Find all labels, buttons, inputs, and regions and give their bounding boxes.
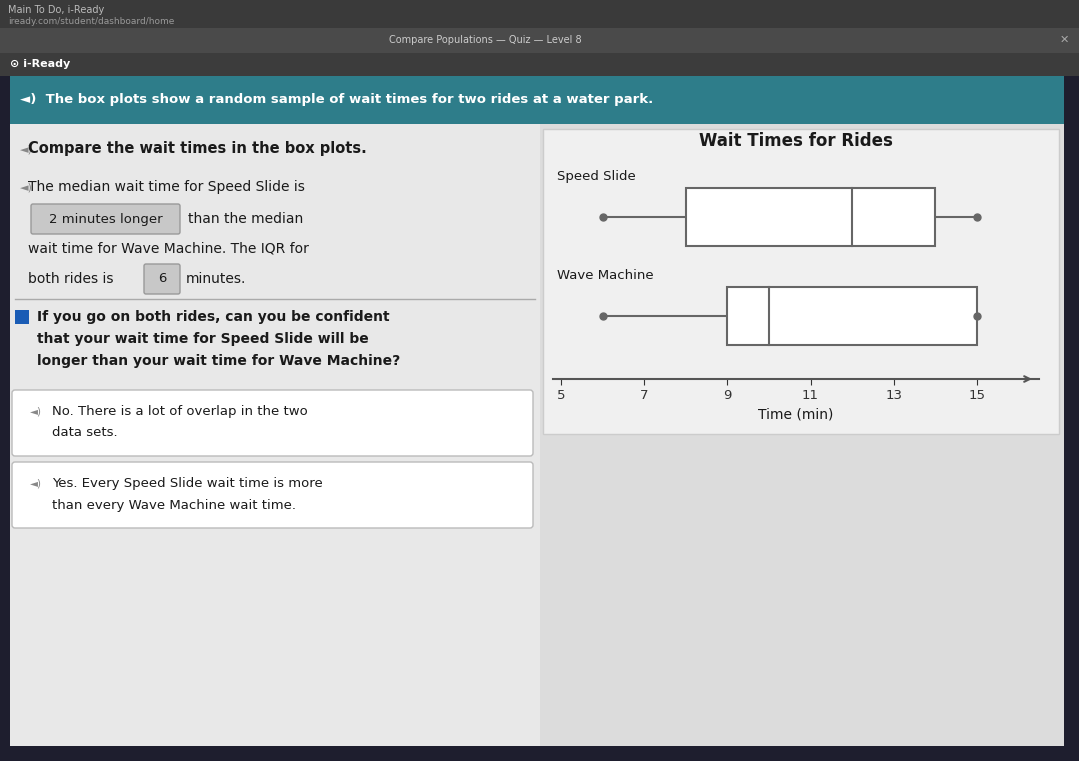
- Bar: [686, 188, 935, 247]
- FancyBboxPatch shape: [12, 390, 533, 456]
- Text: No. There is a lot of overlap in the two: No. There is a lot of overlap in the two: [52, 405, 308, 418]
- FancyBboxPatch shape: [12, 462, 533, 528]
- Bar: [0, 0, 1079, 28]
- Text: longer than your wait time for Wave Machine?: longer than your wait time for Wave Mach…: [37, 354, 400, 368]
- Text: ◄): ◄): [21, 182, 32, 192]
- Text: iready.com/student/dashboard/home: iready.com/student/dashboard/home: [8, 18, 175, 27]
- Text: ◄)  The box plots show a random sample of wait times for two rides at a water pa: ◄) The box plots show a random sample of…: [21, 94, 653, 107]
- Text: that your wait time for Speed Slide will be: that your wait time for Speed Slide will…: [37, 332, 369, 346]
- Bar: [0, 53, 1079, 76]
- Text: ◄): ◄): [30, 478, 42, 488]
- Bar: [543, 129, 1058, 434]
- Text: Compare Populations — Quiz — Level 8: Compare Populations — Quiz — Level 8: [390, 35, 582, 45]
- Bar: [727, 287, 976, 345]
- X-axis label: Time (min): Time (min): [759, 408, 834, 422]
- Text: ✕: ✕: [1060, 35, 1068, 45]
- Text: The median wait time for Speed Slide is: The median wait time for Speed Slide is: [28, 180, 305, 194]
- Text: data sets.: data sets.: [52, 426, 118, 440]
- Text: ◄): ◄): [30, 406, 42, 416]
- Bar: [10, 124, 540, 746]
- Text: wait time for Wave Machine. The IQR for: wait time for Wave Machine. The IQR for: [28, 242, 309, 256]
- Text: 2 minutes longer: 2 minutes longer: [49, 212, 162, 225]
- Text: Compare the wait times in the box plots.: Compare the wait times in the box plots.: [28, 142, 367, 157]
- Text: ◄): ◄): [21, 144, 32, 154]
- Text: than the median: than the median: [188, 212, 303, 226]
- Bar: [10, 76, 1064, 124]
- Text: Main To Do, i-Ready: Main To Do, i-Ready: [8, 5, 105, 15]
- Text: If you go on both rides, can you be confident: If you go on both rides, can you be conf…: [37, 310, 390, 324]
- Text: 6: 6: [158, 272, 166, 285]
- Text: Wave Machine: Wave Machine: [557, 269, 654, 282]
- Text: Yes. Every Speed Slide wait time is more: Yes. Every Speed Slide wait time is more: [52, 476, 323, 489]
- Text: minutes.: minutes.: [186, 272, 246, 286]
- Title: Wait Times for Rides: Wait Times for Rides: [699, 132, 893, 150]
- Text: Speed Slide: Speed Slide: [557, 170, 636, 183]
- Bar: [0, 28, 1079, 53]
- Text: both rides is: both rides is: [28, 272, 113, 286]
- Text: than every Wave Machine wait time.: than every Wave Machine wait time.: [52, 498, 296, 511]
- Bar: [15, 310, 29, 324]
- Bar: [10, 76, 1064, 746]
- FancyBboxPatch shape: [144, 264, 180, 294]
- FancyBboxPatch shape: [31, 204, 180, 234]
- Text: ⊙ i-Ready: ⊙ i-Ready: [10, 59, 70, 69]
